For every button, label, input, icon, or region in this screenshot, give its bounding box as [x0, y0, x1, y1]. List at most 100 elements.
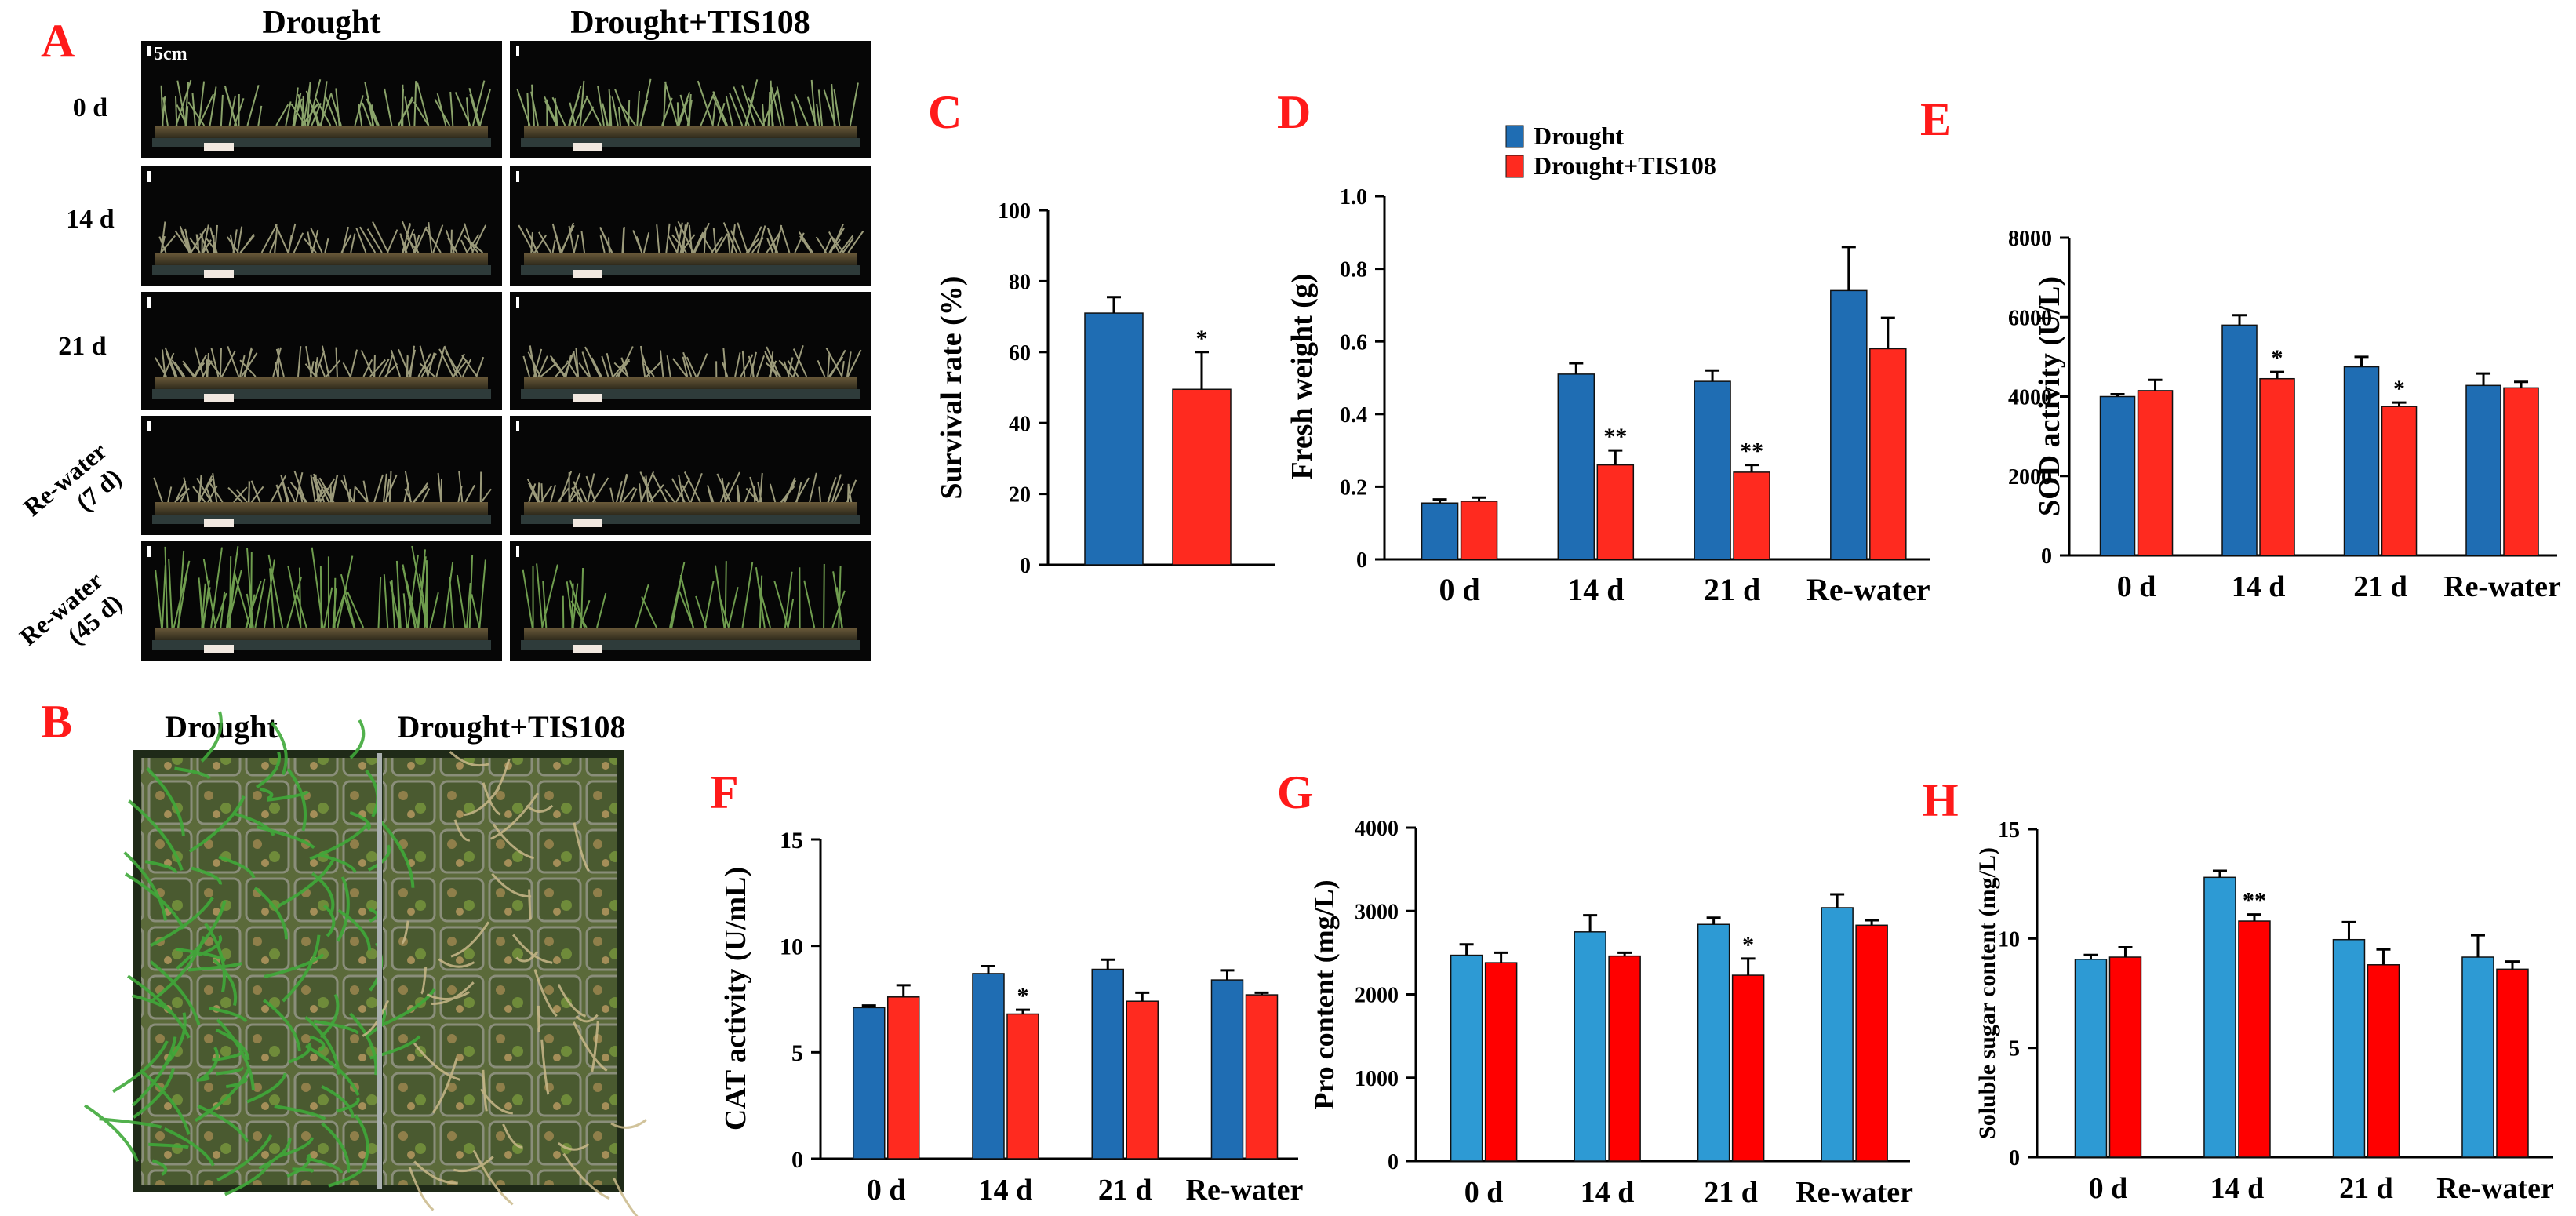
bar-drought [1084, 312, 1144, 566]
y-tick-label: 10 [780, 934, 803, 959]
photo-panel-b: Drought Drought+TIS108 [83, 709, 647, 1216]
bar-tis108 [1460, 501, 1498, 560]
photo-a-tray [152, 138, 491, 147]
photo-a-tray-soil [524, 253, 857, 265]
photo-b-tray-right [383, 758, 617, 1185]
bar-drought [1821, 907, 1854, 1162]
photo-a-col-title-drought: Drought [263, 5, 381, 41]
photo-a-grass [518, 220, 864, 253]
photo-a-scale-mark [516, 46, 519, 56]
photo-a-tray [521, 515, 860, 524]
bar-drought [1421, 502, 1459, 560]
y-tick-label: 0 [1388, 1150, 1399, 1174]
x-category-label: Re-water [2443, 570, 2561, 603]
significance-mark: ** [1740, 439, 1763, 464]
bar-tis108 [1006, 1013, 1039, 1160]
bar-tis108 [2108, 956, 2142, 1158]
photo-a-scale-mark [147, 171, 151, 182]
bar-tis108 [1484, 962, 1518, 1162]
bar-drought [1557, 373, 1595, 560]
x-category-label: 0 d [2117, 570, 2156, 603]
x-category-label: 0 d [2089, 1172, 2128, 1205]
bar-drought [2465, 384, 2501, 556]
bar-tis108 [886, 996, 920, 1160]
bar-tis108 [2381, 406, 2418, 556]
y-tick-label: 3000 [1355, 900, 1399, 924]
bar-drought [2099, 395, 2136, 556]
photo-a-scale-mark [516, 546, 519, 557]
y-axis-label: CAT activity (U/mL) [719, 867, 752, 1130]
y-tick-label: 0 [2041, 544, 2052, 569]
bar-tis108 [2367, 964, 2400, 1158]
x-category-label: 14 d [2210, 1172, 2265, 1205]
x-category-label: 0 d [867, 1174, 906, 1207]
bar-drought [1697, 923, 1730, 1162]
photo-a-scale-mark [516, 297, 519, 308]
bar-tis108 [1608, 955, 1641, 1162]
y-tick-label: 100 [998, 199, 1031, 224]
bar-drought [2221, 324, 2258, 556]
y-axis-label: Survival rate (%) [935, 276, 968, 500]
photo-a-row-label: 14 d [66, 205, 115, 234]
bar-drought [1091, 968, 1124, 1160]
x-category-label: 0 d [1439, 572, 1479, 607]
y-axis-label: Pro content (mg/L) [1308, 879, 1340, 1109]
bar-tis108 [1855, 924, 1888, 1162]
chart-d: 0 0.2 0.4 0.6 0.8 1.0 Fresh weight (g) 0 d 14 d 2… [1286, 122, 1930, 607]
bar-drought [2332, 938, 2366, 1158]
x-category-label: Re-water [2436, 1172, 2554, 1205]
x-category-label: 21 d [2353, 570, 2407, 603]
photo-a-tray-soil [524, 126, 857, 138]
bar-tis108 [1731, 974, 1765, 1162]
y-tick-label: 6000 [2008, 306, 2052, 330]
photo-b-grass-left [83, 711, 436, 1196]
photo-a-tag [204, 394, 234, 402]
x-category-label: 21 d [2339, 1172, 2393, 1205]
y-tick-label: 60 [1009, 341, 1031, 366]
bar-tis108 [1869, 348, 1907, 560]
y-tick-label: 8000 [2008, 227, 2052, 251]
photo-a-scale-mark [147, 46, 151, 56]
bar-drought [2074, 959, 2108, 1158]
panel-label-b: B [41, 696, 72, 748]
bar-tis108 [1126, 1000, 1159, 1160]
photo-a-tray [521, 138, 860, 147]
photo-a-tray [152, 265, 491, 275]
photo-a-grass [158, 220, 487, 253]
photo-a-tray-soil [155, 628, 488, 640]
panel-label-f: F [710, 766, 739, 818]
bar-drought [1694, 380, 1731, 560]
panel-label-g: G [1277, 766, 1314, 818]
photo-a-tray [152, 515, 491, 524]
chart-h: 0 5 10 15 Soluble sugar content (mg/L) 0 d 14 … [1974, 818, 2554, 1205]
panel-label-e: E [1920, 93, 1952, 145]
photo-a-row-label: 21 d [58, 332, 107, 361]
y-tick-label: 0.6 [1340, 330, 1367, 355]
y-axis-label: Fresh weight (g) [1286, 273, 1319, 479]
x-category-label: 21 d [1704, 572, 1760, 607]
chart-g: 0 1000 2000 3000 4000 Pro content (mg/L) 0 d 14… [1308, 817, 1913, 1209]
photo-a-row-label: 0 d [73, 93, 108, 122]
photo-a-tray-soil [155, 253, 488, 265]
significance-mark: * [1196, 326, 1208, 351]
bar-drought [852, 1007, 886, 1160]
photo-a-cell [510, 166, 871, 286]
legend-swatch [1505, 125, 1524, 148]
bar-tis108 [1245, 994, 1279, 1160]
legend-label: Drought+TIS108 [1534, 151, 1716, 180]
photo-a-grass [155, 345, 485, 377]
photo-a-scale-mark [147, 546, 151, 557]
photo-a-cell [510, 292, 871, 410]
significance-mark: * [1742, 932, 1754, 958]
photo-a-cell [141, 166, 502, 286]
photo-a-grass [160, 78, 492, 126]
chart-f: 0 5 10 15 CAT activity (U/mL) 0 d 14 d 21 d Re-w… [719, 828, 1304, 1207]
photo-a-tray [521, 265, 860, 275]
photo-a-row-label: Re-water(7 d) [18, 436, 126, 522]
photo-a-tag [204, 270, 234, 278]
legend-swatch [1505, 155, 1524, 178]
photo-a-cell [141, 416, 502, 535]
photo-a-cell [141, 541, 502, 661]
panel-label-a: A [41, 15, 75, 67]
y-tick-label: 15 [780, 828, 803, 854]
